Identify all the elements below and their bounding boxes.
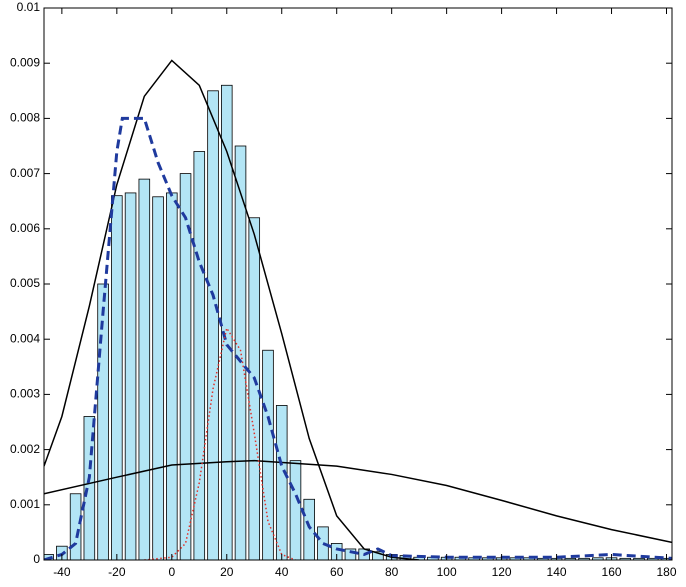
bar	[138, 178, 151, 560]
y-tick-label: 0.009	[10, 55, 40, 69]
x-tick-label: -40	[53, 565, 71, 579]
bar	[275, 405, 288, 560]
x-tick-label: 160	[602, 565, 622, 579]
x-tick-label: 40	[275, 565, 289, 579]
y-tick-label: 0.001	[10, 497, 40, 511]
bar	[97, 283, 109, 560]
bar	[111, 195, 123, 560]
x-tick-label: 20	[220, 565, 234, 579]
x-tick-label: 120	[492, 565, 512, 579]
bar	[220, 84, 233, 560]
bar	[69, 493, 82, 560]
line	[44, 116, 672, 560]
y-tick-label: 0.008	[10, 111, 40, 125]
bar	[317, 526, 329, 560]
line	[44, 59, 420, 560]
y-tick-label: 0.004	[10, 331, 40, 345]
plot-area	[44, 8, 672, 560]
y-tick-label: 0.006	[10, 221, 40, 235]
bar	[289, 460, 302, 560]
x-tick-label: 100	[437, 565, 457, 579]
y-tick-label: 0.003	[10, 387, 40, 401]
plot-content	[44, 59, 672, 560]
bar	[152, 196, 164, 560]
x-tick-label: -20	[108, 565, 126, 579]
y-tick-label: 0.007	[10, 166, 40, 180]
x-tick-label: 60	[330, 565, 344, 579]
y-tick-label: 0.005	[10, 276, 40, 290]
bar	[179, 173, 192, 560]
x-tick-label: 180	[656, 565, 676, 579]
bar	[207, 90, 219, 560]
y-tick-label: 0.01	[17, 0, 41, 14]
y-tick-label: 0	[33, 552, 40, 566]
bar	[303, 498, 315, 560]
bar	[234, 145, 247, 560]
bar	[193, 151, 206, 560]
bar	[83, 416, 96, 560]
bar	[124, 192, 137, 560]
bar	[166, 192, 178, 560]
x-tick-label: 80	[385, 565, 399, 579]
x-tick-label: 0	[168, 565, 175, 579]
line	[44, 459, 672, 544]
x-tick-label: 140	[547, 565, 567, 579]
line	[144, 326, 296, 560]
bar	[330, 543, 343, 560]
bar	[344, 548, 357, 560]
bar	[262, 349, 274, 560]
bar	[248, 217, 261, 560]
y-tick-label: 0.002	[10, 442, 40, 456]
